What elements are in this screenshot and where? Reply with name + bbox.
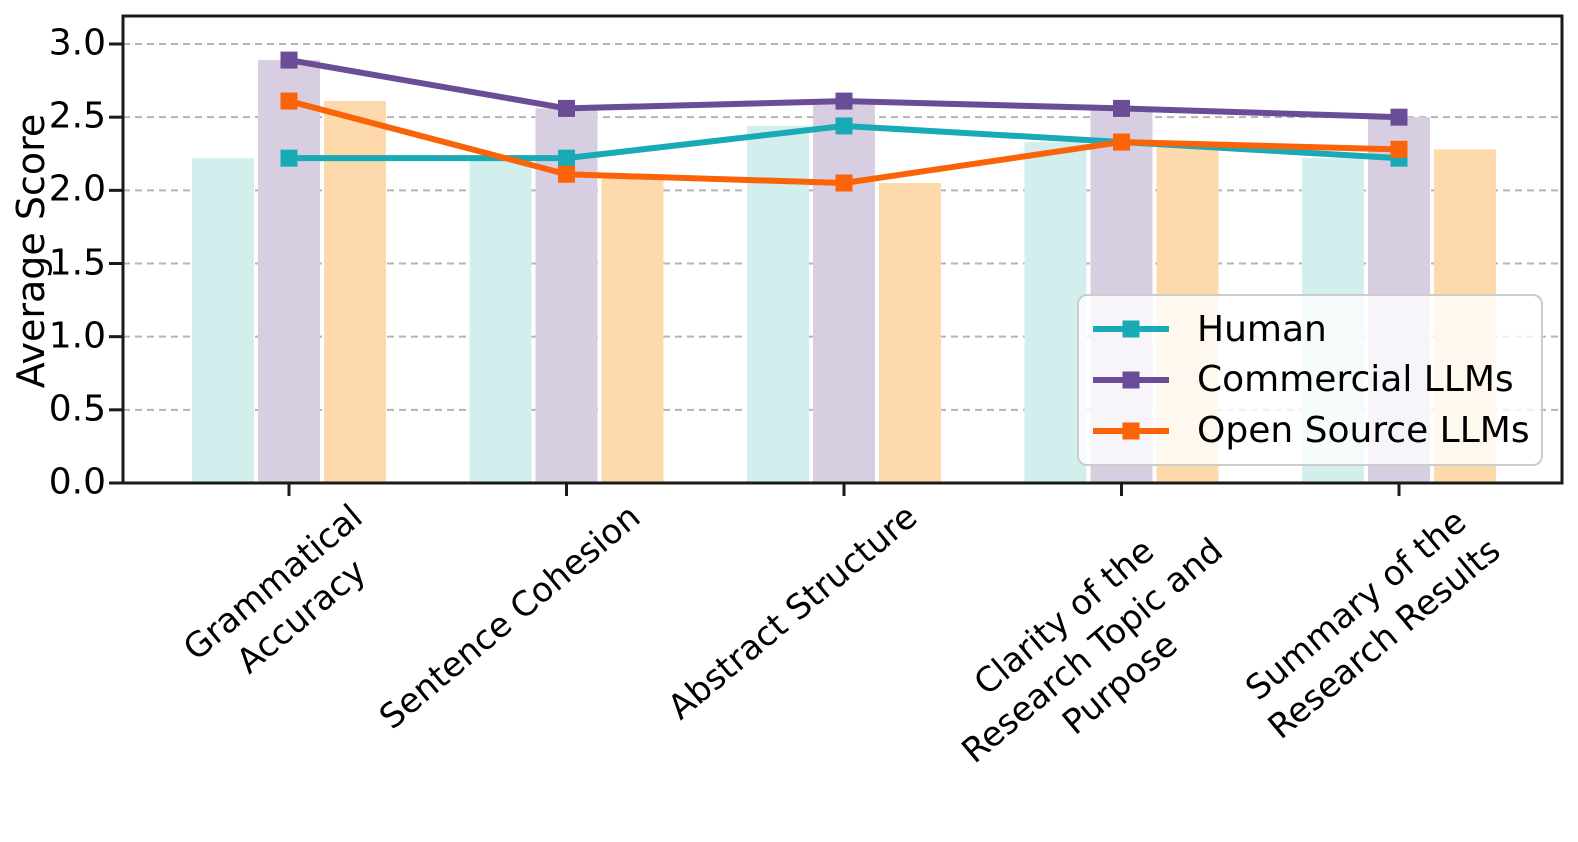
bar-human [469,158,532,483]
legend-label: Open Source LLMs [1197,410,1530,452]
marker-open-source-llms [1390,140,1408,158]
marker-open-source-llms [1113,133,1130,151]
marker-commercial-llms [558,99,575,117]
y-tick-label: 2.0 [48,168,106,210]
legend-line-swatch [1093,422,1169,440]
legend-square-marker-icon [1122,320,1140,338]
marker-human [280,149,298,167]
x-tick-label: Grammatical Accuracy [176,496,374,682]
x-tick-label: Abstract Structure [660,496,926,728]
bar-human [192,158,254,483]
marker-open-source-llms [835,174,853,192]
legend-line-swatch [1093,371,1169,389]
legend-square-marker-icon [1122,371,1140,389]
y-tick-label: 0.5 [48,388,106,430]
legend-item: Commercial LLMs [1091,355,1535,405]
legend-item: Open Source LLMs [1091,406,1535,456]
marker-open-source-llms [280,92,298,110]
bar-commercial-llms [258,60,320,484]
bar-open-source-llms [601,174,664,483]
x-tick-label: Sentence Cohesion [371,496,648,738]
bar-open-source-llms [879,183,941,483]
y-tick-label: 3.0 [48,22,106,64]
marker-human [558,149,575,167]
bar-open-source-llms [324,101,386,483]
bar-human [1024,142,1087,484]
legend-label: Human [1197,308,1327,350]
y-tick-label: 1.0 [48,314,106,356]
marker-commercial-llms [280,51,298,69]
marker-open-source-llms [558,165,575,183]
marker-commercial-llms [1113,99,1130,117]
series-open-source-llms [280,92,1408,192]
y-tick-label: 1.5 [48,241,106,283]
legend-item: Human [1091,304,1535,354]
y-tick-label: 2.5 [48,95,106,137]
legend-label: Commercial LLMs [1197,359,1514,401]
bar-commercial-llms [813,101,875,483]
tick-marks [109,42,1401,496]
marker-commercial-llms [835,92,853,110]
legend-square-marker-icon [1122,422,1140,440]
x-tick-label: Clarity of the Research Topic and Purpos… [954,530,1231,771]
marker-commercial-llms [1390,108,1408,126]
y-tick-label: 0.0 [48,461,106,503]
legend: Human Commercial LLMs Open Source LLMs [1077,294,1543,466]
bar-human [747,125,809,483]
legend-line-swatch [1093,320,1169,338]
x-tick-label: Summary of the Research Results [1238,501,1509,747]
marker-human [835,117,853,135]
series-commercial-llms [280,51,1408,126]
